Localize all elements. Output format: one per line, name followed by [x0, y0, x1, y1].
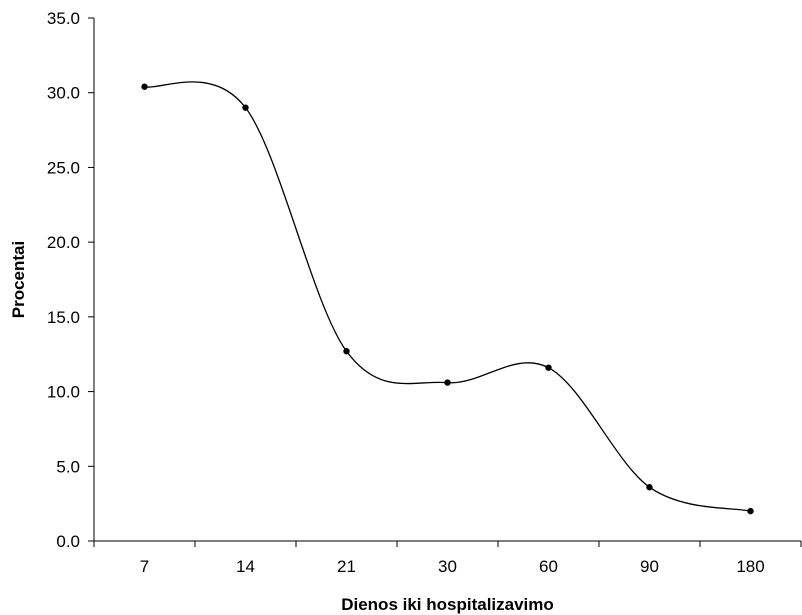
data-point — [444, 379, 451, 386]
data-point — [242, 104, 249, 111]
data-point — [141, 83, 148, 90]
y-tick-label: 20.0 — [47, 233, 80, 252]
series-line — [144, 81, 751, 512]
data-point — [747, 507, 754, 515]
x-tick-label: 60 — [539, 557, 558, 576]
x-tick-label: 7 — [140, 557, 149, 576]
x-axis-ticks: 7 14 21 30 60 90 180 — [93, 541, 802, 576]
x-tick-label: 14 — [236, 557, 255, 576]
data-point — [545, 364, 552, 371]
y-tick-label: 30.0 — [47, 84, 80, 103]
x-tick-label: 30 — [438, 557, 457, 576]
data-point — [343, 348, 350, 355]
data-point — [646, 484, 653, 491]
x-axis-title: Dienos iki hospitalizavimo — [341, 595, 554, 614]
y-tick-label: 5.0 — [56, 457, 80, 476]
chart-axes — [93, 18, 801, 542]
y-tick-label: 0.0 — [56, 532, 80, 551]
series-group — [141, 81, 754, 515]
x-tick-label: 21 — [337, 557, 356, 576]
y-axis-title: Procentai — [9, 241, 28, 318]
y-tick-label: 25.0 — [47, 158, 80, 177]
y-tick-label: 10.0 — [47, 383, 80, 402]
y-tick-label: 35.0 — [47, 9, 80, 28]
y-tick-label: 15.0 — [47, 308, 80, 327]
x-tick-label: 180 — [736, 557, 764, 576]
x-tick-label: 90 — [640, 557, 659, 576]
y-axis-ticks: 0.0 5.0 10.0 15.0 20.0 25.0 30.0 35.0 — [47, 9, 94, 551]
